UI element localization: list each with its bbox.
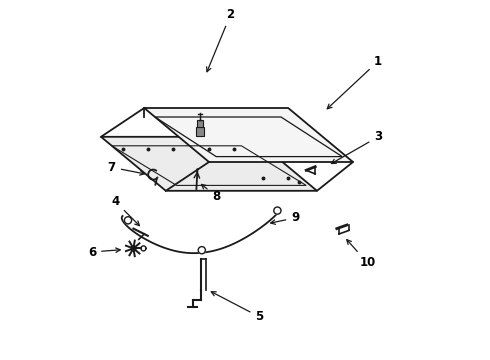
Text: 5: 5 — [211, 292, 264, 323]
Text: 3: 3 — [331, 130, 382, 163]
Circle shape — [198, 247, 205, 254]
Text: 1: 1 — [327, 55, 382, 109]
Polygon shape — [144, 108, 353, 162]
Text: 8: 8 — [201, 184, 220, 203]
Bar — [197, 120, 203, 127]
Text: 7: 7 — [108, 161, 145, 175]
Polygon shape — [101, 137, 317, 191]
Text: 4: 4 — [111, 195, 140, 226]
Circle shape — [274, 207, 281, 214]
Circle shape — [124, 217, 132, 224]
Text: 6: 6 — [88, 246, 120, 258]
Bar — [196, 127, 204, 136]
Text: 10: 10 — [347, 240, 375, 269]
Text: 2: 2 — [207, 8, 235, 72]
Text: 9: 9 — [270, 211, 299, 224]
